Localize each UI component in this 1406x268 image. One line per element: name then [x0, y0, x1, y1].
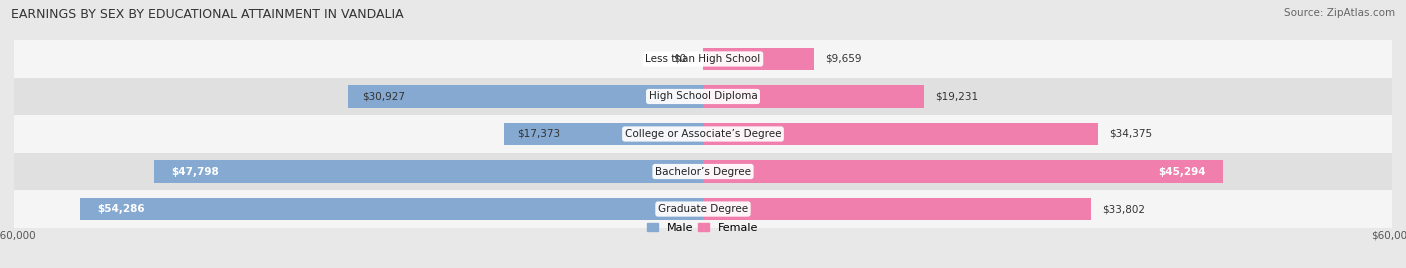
Text: High School Diploma: High School Diploma	[648, 91, 758, 102]
Bar	[14, 115, 1392, 153]
Text: $17,373: $17,373	[517, 129, 561, 139]
Text: EARNINGS BY SEX BY EDUCATIONAL ATTAINMENT IN VANDALIA: EARNINGS BY SEX BY EDUCATIONAL ATTAINMEN…	[11, 8, 404, 21]
Bar	[155, 160, 703, 183]
Bar	[703, 85, 924, 108]
Bar	[703, 198, 1091, 220]
Bar	[703, 160, 1223, 183]
Text: $47,798: $47,798	[172, 166, 219, 177]
Bar	[14, 190, 1392, 228]
Text: Source: ZipAtlas.com: Source: ZipAtlas.com	[1284, 8, 1395, 18]
Text: $54,286: $54,286	[97, 204, 145, 214]
Text: Less than High School: Less than High School	[645, 54, 761, 64]
Bar	[14, 153, 1392, 190]
Bar	[14, 40, 1392, 78]
Bar	[347, 85, 703, 108]
Bar	[80, 198, 703, 220]
Bar	[703, 48, 814, 70]
Text: Bachelor’s Degree: Bachelor’s Degree	[655, 166, 751, 177]
Text: College or Associate’s Degree: College or Associate’s Degree	[624, 129, 782, 139]
Text: $19,231: $19,231	[935, 91, 979, 102]
Text: Graduate Degree: Graduate Degree	[658, 204, 748, 214]
Text: $45,294: $45,294	[1159, 166, 1206, 177]
Legend: Male, Female: Male, Female	[643, 218, 763, 237]
Bar	[503, 123, 703, 145]
Text: $34,375: $34,375	[1109, 129, 1153, 139]
Text: $9,659: $9,659	[825, 54, 862, 64]
Bar	[14, 78, 1392, 115]
Text: $30,927: $30,927	[361, 91, 405, 102]
Text: $0: $0	[672, 54, 686, 64]
Bar	[703, 123, 1098, 145]
Text: $33,802: $33,802	[1102, 204, 1146, 214]
